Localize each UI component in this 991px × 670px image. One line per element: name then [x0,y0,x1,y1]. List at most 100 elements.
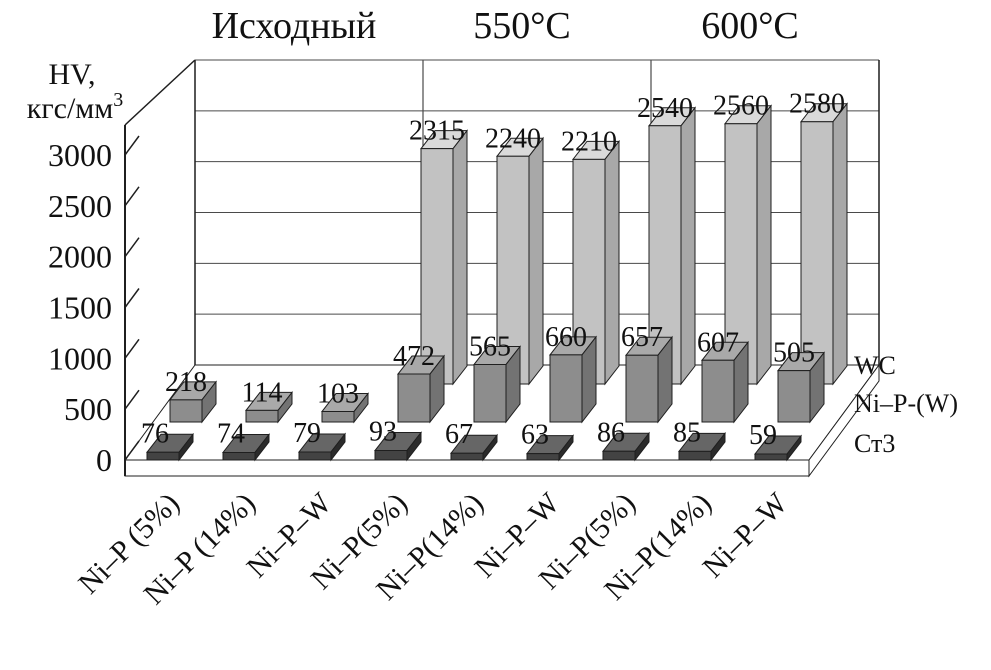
y-axis: 0 500 1000 1500 2000 2500 3000 HV,кгс/мм3 [27,58,196,478]
bar [525,434,575,462]
tick-mark [124,288,140,308]
value-label: 79 [293,418,321,449]
y-tick-label: 1500 [48,290,112,326]
bar-side-face [680,106,696,386]
series-label: Ст3 [854,429,895,458]
tick-mark [124,186,140,207]
bar [723,104,773,386]
category-label: Ni–P–W [696,486,794,584]
bar-front-face [678,450,712,461]
bar-front-face [169,399,203,423]
value-label: 103 [317,379,359,410]
value-label: 93 [369,417,397,448]
value-label: 660 [545,322,587,353]
bar [799,102,849,386]
value-label: 2210 [561,126,617,157]
bar [624,335,674,424]
group-title: 550°C [473,5,571,47]
bar [449,433,499,462]
series-bars-2 [168,335,826,424]
bar [221,433,271,462]
group-titles: Исходный 550°C 600°C [212,5,799,47]
bar-front-face [701,359,735,423]
tick-mark [124,338,140,359]
bar-front-face [549,354,583,423]
bar-front-face [222,451,256,461]
bar-side-face [832,102,848,386]
bar [168,380,218,424]
bar-front-face [602,450,636,461]
bar-side-face [604,139,620,386]
bar [495,136,545,386]
y-tick-label: 500 [64,391,112,427]
bar [145,432,195,462]
value-labels: 76 74 79 93 67 63 86 85 59 218 114 103 472 565 660 657 6… [141,89,845,451]
value-label: 2540 [637,93,693,124]
bar-side-face [756,104,772,386]
group-title: Исходный [212,5,377,47]
bar [548,335,598,424]
tick-mark [124,440,140,461]
bar [244,390,294,424]
bar-front-face [245,409,279,423]
value-label: 59 [749,420,777,451]
y-tick-label: 2000 [48,239,112,275]
y-axis-unit: кгс/мм3 [27,89,124,125]
series-label: Ni–P-(W) [854,389,958,418]
category-labels: Ni–P (5%)Ni–P (14%)Ni–P–WNi–P(5%)Ni–P(14… [72,486,794,611]
value-label: 2240 [485,123,541,154]
bar [571,139,621,386]
series-labels: Ст3 Ni–P-(W) WC [854,351,958,458]
bar-front-face [298,451,332,461]
value-label: 2315 [409,116,465,147]
bar-front-face [724,123,758,385]
series-bars-3 [419,102,849,386]
bar-side-face [528,136,544,386]
value-label: 74 [217,418,245,449]
value-label: 2560 [713,91,769,122]
value-label: 85 [673,417,701,448]
bar [320,392,370,424]
bar-side-face [452,129,468,386]
value-label: 218 [165,367,207,398]
bar-front-face [473,364,507,423]
wall-top-left-edge [124,59,196,126]
bar-front-face [146,451,180,461]
bar-front-face [450,452,484,461]
bar-front-face [397,373,431,423]
series-label: WC [854,351,896,380]
bar-front-face [777,370,811,423]
bar [297,432,347,462]
bar-front-face [572,158,606,385]
value-label: 607 [697,327,739,358]
value-label: 565 [469,332,511,363]
bar-front-face [321,411,355,423]
tick-mark [124,389,140,410]
value-label: 86 [597,417,625,448]
value-label: 76 [141,418,169,449]
group-title: 600°C [701,5,799,47]
value-label: 472 [393,341,435,372]
y-tick-label: 2500 [48,188,112,224]
value-label: 657 [621,322,663,353]
bar [373,431,423,462]
value-label: 63 [521,420,549,451]
bar-front-face [754,453,788,461]
bar-front-face [800,121,834,385]
y-tick-label: 0 [96,442,112,478]
bar [753,434,803,462]
bar-front-face [625,354,659,423]
bar [472,345,522,424]
floor-front-face [124,459,810,477]
bar [396,354,446,424]
bar [776,351,826,424]
tick-mark [124,135,140,156]
bar [647,106,697,386]
series-bars-1 [145,431,803,462]
bar [601,431,651,462]
value-label: 114 [242,377,283,408]
y-tick-label: 3000 [48,137,112,173]
bar [677,431,727,462]
